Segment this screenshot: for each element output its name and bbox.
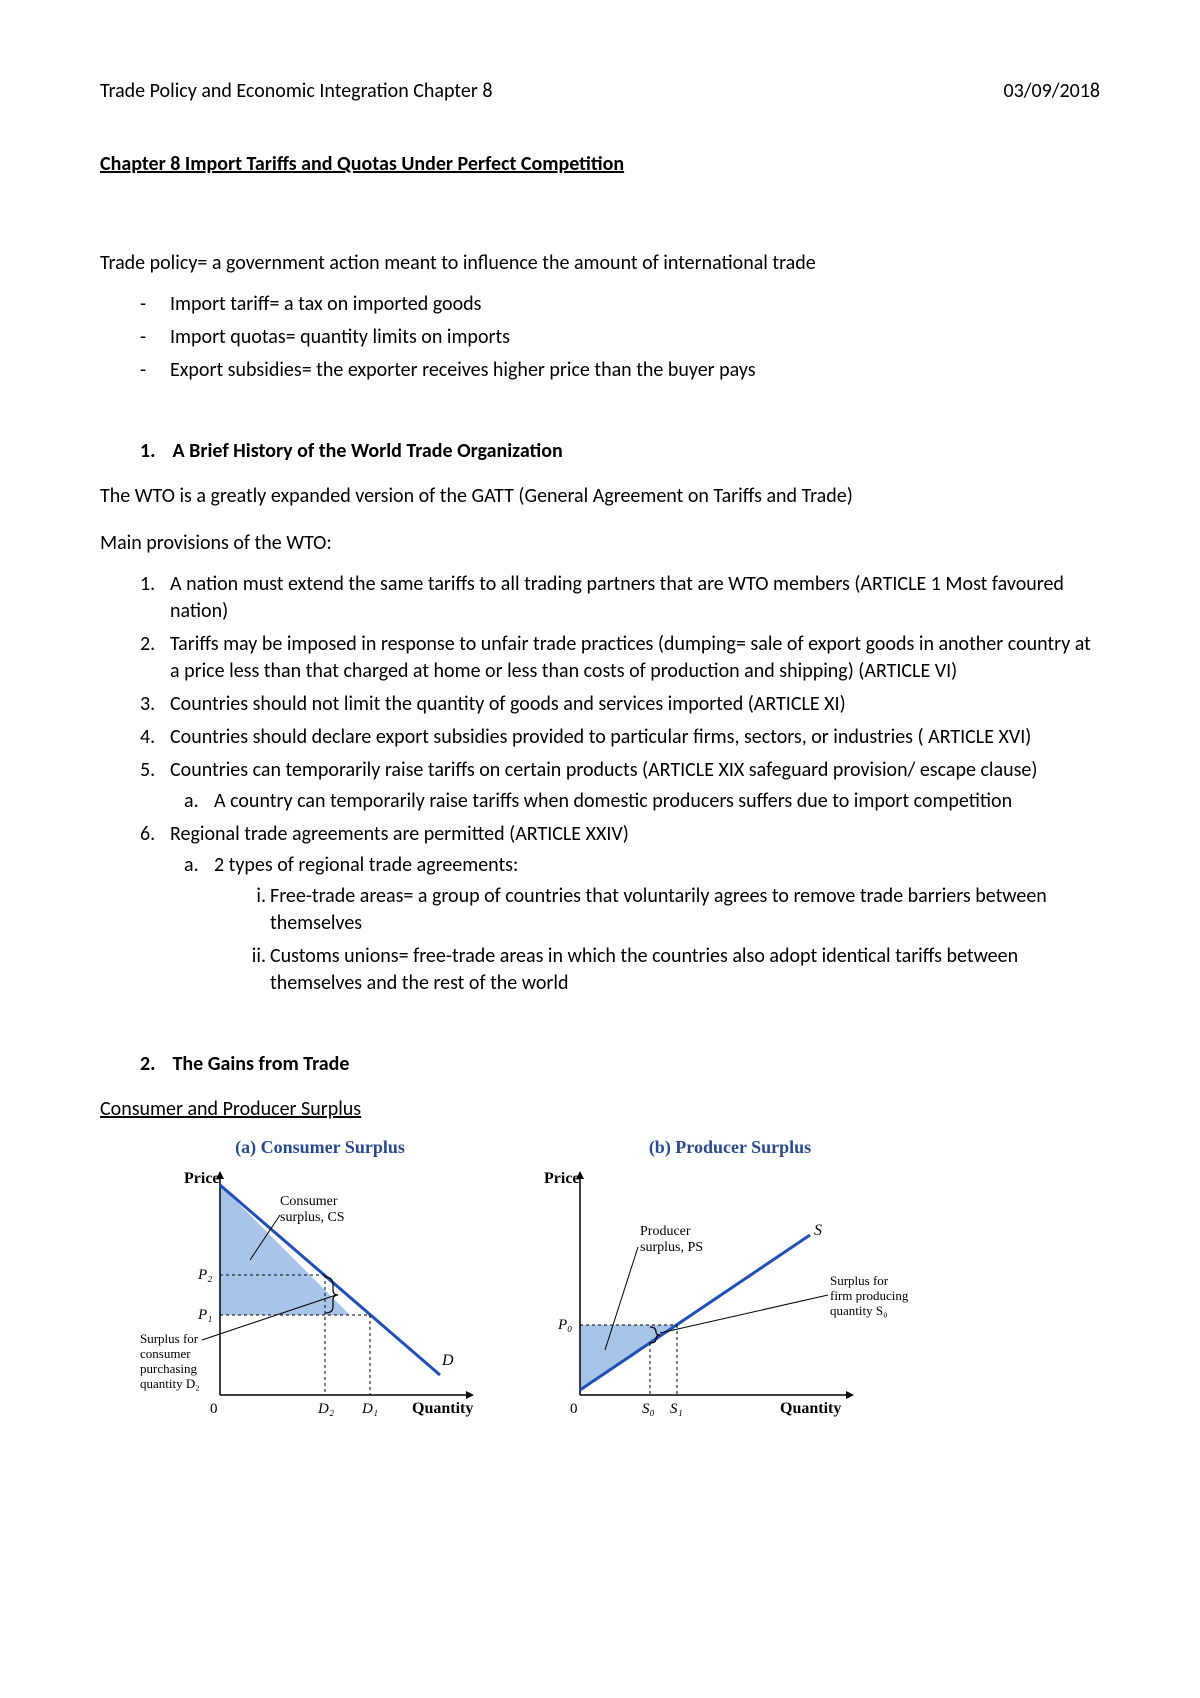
- section-number: 1.: [140, 438, 168, 465]
- x-label: Quantity: [412, 1400, 473, 1417]
- s1-label: S₁: [670, 1401, 683, 1417]
- sub-sub-list: Free-trade areas= a group of countries t…: [214, 883, 1100, 997]
- list-item: Countries should declare export subsidie…: [170, 724, 1100, 751]
- sub-list: A country can temporarily raise tariffs …: [170, 788, 1100, 815]
- section-2-heading: 2. The Gains from Trade: [100, 1051, 1100, 1078]
- callout-4: quantity D₂: [140, 1376, 200, 1391]
- list-item: Tariffs may be imposed in response to un…: [170, 631, 1100, 685]
- section-title: The Gains from Trade: [173, 1052, 350, 1076]
- y-label: Price: [544, 1170, 580, 1187]
- cs-label-1: Consumer: [280, 1194, 338, 1209]
- section-1-heading: 1. A Brief History of the World Trade Or…: [100, 438, 1100, 465]
- p1-label: P₁: [197, 1307, 212, 1323]
- y-label: Price: [184, 1170, 220, 1187]
- item-text: Countries can temporarily raise tariffs …: [170, 758, 1037, 782]
- list-item: A nation must extend the same tariffs to…: [170, 571, 1100, 625]
- p2-label: P₂: [197, 1267, 212, 1283]
- x-arrow: [466, 1391, 474, 1399]
- provisions-label: Main provisions of the WTO:: [100, 530, 1100, 557]
- list-item: Customs unions= free-trade areas in whic…: [270, 943, 1100, 997]
- provisions-list: A nation must extend the same tariffs to…: [100, 571, 1100, 997]
- callout-1: Surplus for: [140, 1331, 199, 1346]
- subheading: Consumer and Producer Surplus: [100, 1096, 1100, 1123]
- x-label: Quantity: [780, 1400, 841, 1417]
- section-1-intro: The WTO is a greatly expanded version of…: [100, 483, 1100, 510]
- page-header: Trade Policy and Economic Integration Ch…: [100, 78, 1100, 105]
- list-item: Regional trade agreements are permitted …: [170, 821, 1100, 997]
- definitions-list: Import tariff= a tax on imported goods I…: [100, 291, 1100, 384]
- list-item: Import tariff= a tax on imported goods: [170, 291, 1100, 318]
- header-left: Trade Policy and Economic Integration Ch…: [100, 78, 493, 105]
- origin: 0: [570, 1401, 578, 1417]
- ps-label-1: Producer: [640, 1224, 691, 1239]
- chart-a-svg: D Price Quantity 0 P₂ P₁ D₂ D₁ Consumer …: [140, 1165, 500, 1425]
- section-number: 2.: [140, 1051, 168, 1078]
- list-item: Countries can temporarily raise tariffs …: [170, 757, 1100, 815]
- cs-label-2: surplus, CS: [280, 1210, 345, 1225]
- origin: 0: [210, 1401, 218, 1417]
- chart-b-svg: S Price Quantity 0 P₀ S₀ S₁ Producer sur…: [520, 1165, 940, 1425]
- surplus-charts: (a) Consumer Surplus D Price Quantity 0: [100, 1135, 1100, 1425]
- trade-policy-definition: Trade policy= a government action meant …: [100, 250, 1100, 277]
- callout-2: firm producing: [830, 1288, 909, 1303]
- list-item: Countries should not limit the quantity …: [170, 691, 1100, 718]
- chapter-title: Chapter 8 Import Tariffs and Quotas Unde…: [100, 151, 1100, 178]
- chart-a-title: (a) Consumer Surplus: [140, 1135, 500, 1159]
- list-item: 2 types of regional trade agreements: Fr…: [214, 852, 1100, 997]
- callout-1: Surplus for: [830, 1273, 889, 1288]
- d1-label: D₁: [361, 1401, 378, 1417]
- callout-3: purchasing: [140, 1361, 198, 1376]
- chart-b: (b) Producer Surplus S Price Quantity 0: [520, 1135, 940, 1425]
- d2-label: D₂: [317, 1401, 334, 1417]
- s-label: S: [814, 1222, 822, 1239]
- section-title: A Brief History of the World Trade Organ…: [173, 439, 563, 463]
- list-item: Import quotas= quantity limits on import…: [170, 324, 1100, 351]
- s0-label: S₀: [642, 1401, 655, 1417]
- callout-pointer: [660, 1295, 828, 1333]
- chart-a: (a) Consumer Surplus D Price Quantity 0: [140, 1135, 500, 1425]
- callout-3: quantity S₀: [830, 1303, 888, 1318]
- header-right: 03/09/2018: [1003, 78, 1100, 105]
- ps-label-2: surplus, PS: [640, 1240, 703, 1255]
- item-text: 2 types of regional trade agreements:: [214, 853, 518, 877]
- d-label: D: [441, 1352, 454, 1369]
- p0-label: P₀: [557, 1317, 572, 1333]
- x-arrow: [846, 1391, 854, 1399]
- list-item: A country can temporarily raise tariffs …: [214, 788, 1100, 815]
- callout-2: consumer: [140, 1346, 191, 1361]
- chart-b-title: (b) Producer Surplus: [520, 1135, 940, 1159]
- sub-list: 2 types of regional trade agreements: Fr…: [170, 852, 1100, 997]
- list-item: Free-trade areas= a group of countries t…: [270, 883, 1100, 937]
- supply-line: [580, 1235, 810, 1390]
- list-item: Export subsidies= the exporter receives …: [170, 357, 1100, 384]
- item-text: Regional trade agreements are permitted …: [170, 822, 629, 846]
